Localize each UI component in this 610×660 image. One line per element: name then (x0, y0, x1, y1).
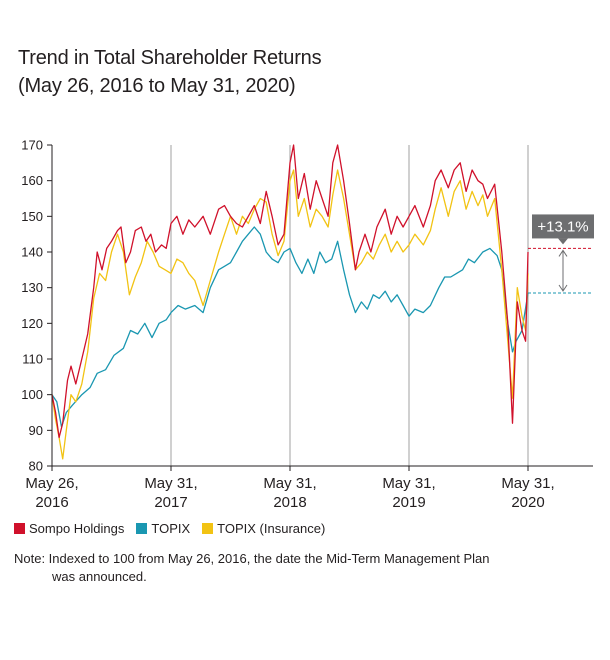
legend-label-topix: TOPIX (151, 521, 191, 536)
x-tick-label-line2: 2018 (273, 494, 306, 511)
x-tick-label-line1: May 31, (144, 475, 197, 492)
tsr-line-chart: 80 90 100 110 120 130 140 150 160 170 May 26, 2016… (21, 138, 594, 511)
footnote-line1: Note: Indexed to 100 from May 26, 2016, … (14, 551, 490, 566)
legend-item-topix: TOPIX (136, 521, 190, 536)
y-tick-label: 120 (21, 316, 43, 331)
x-tick-label-line1: May 31, (263, 475, 316, 492)
chart-title-line2: (May 26, 2016 to May 31, 2020) (18, 75, 296, 97)
y-tick-label: 130 (21, 280, 43, 295)
y-tick-label: 110 (22, 352, 43, 367)
chart-title-line1: Trend in Total Shareholder Returns (18, 47, 322, 69)
x-tick-label-line2: 2020 (511, 494, 544, 511)
annotation-arrow-head-up (558, 249, 568, 257)
chart-title: Trend in Total Shareholder Returns (May … (18, 44, 322, 100)
x-tick-label-line2: 2016 (35, 494, 68, 511)
series-line-sompo-holdings (51, 144, 529, 439)
legend-label-sompo: Sompo Holdings (29, 521, 125, 536)
footnote-line2: was announced. (52, 569, 147, 584)
y-tick-label: 140 (21, 245, 43, 260)
legend-item-topix-insurance: TOPIX (Insurance) (202, 521, 325, 536)
legend-swatch-topix-insurance (202, 523, 214, 534)
y-tick-label: 90 (29, 423, 43, 438)
y-tick-label: 150 (21, 209, 43, 224)
x-tick-label-line2: 2017 (154, 494, 187, 511)
y-tick-label: 160 (21, 173, 43, 188)
x-tick-label-line1: May 31, (501, 475, 554, 492)
x-tick-label-line2: 2019 (392, 494, 425, 511)
legend-label-topix-insurance: TOPIX (Insurance) (217, 521, 326, 536)
legend-swatch-topix (136, 523, 148, 534)
annotation-label: +13.1% (537, 218, 588, 235)
legend-swatch-sompo (14, 523, 25, 534)
y-axis-ticks: 80 90 100 110 120 130 140 150 160 170 (21, 138, 52, 474)
footnote: Note: Indexed to 100 from May 26, 2016, … (14, 550, 594, 586)
x-tick-label-line1: May 26, (25, 475, 78, 492)
y-tick-label: 170 (21, 138, 43, 153)
x-axis-ticks: May 26, 2016 May 31, 2017 May 31, 2018 May 31,… (25, 466, 555, 511)
annotation-arrow-head-down (558, 284, 568, 292)
legend: Sompo Holdings TOPIX TOPIX (Insurance) (14, 521, 337, 536)
annotation-label-box (532, 214, 594, 239)
series-line-topix (51, 226, 529, 428)
legend-item-sompo: Sompo Holdings (14, 521, 124, 536)
y-tick-label: 100 (21, 387, 43, 402)
x-tick-label-line1: May 31, (382, 475, 435, 492)
annotation-label-pointer (558, 238, 568, 245)
difference-annotation: +13.1% (528, 214, 594, 294)
series-line-topix-insurance (51, 169, 529, 460)
series-lines (51, 144, 529, 460)
y-tick-label: 80 (29, 459, 43, 474)
vertical-gridlines (170, 145, 529, 466)
